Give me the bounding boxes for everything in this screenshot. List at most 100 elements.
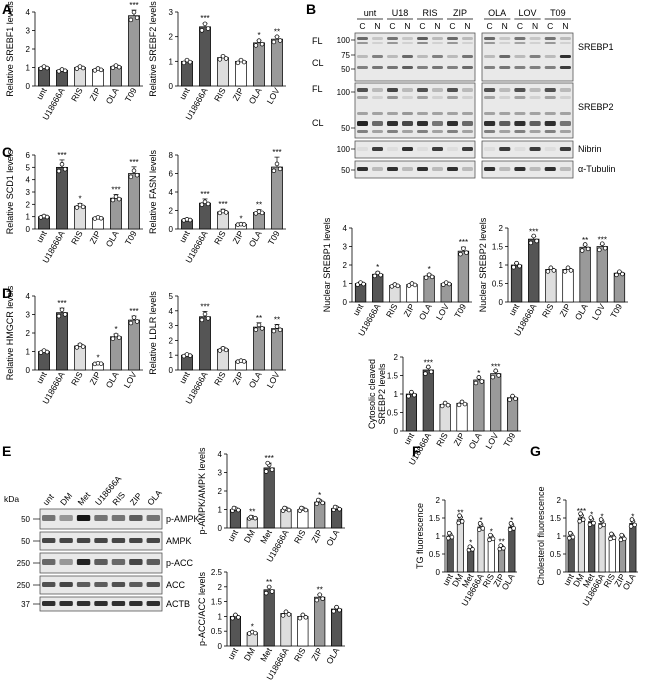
blot-band [514, 130, 526, 133]
blot-band [499, 147, 511, 151]
x-tick-label: DM [242, 646, 257, 662]
y-axis-label: Relative SCD1 levels [5, 149, 15, 234]
data-point [230, 615, 235, 621]
bar [263, 467, 275, 529]
blot-band [514, 42, 526, 44]
bar [110, 197, 122, 230]
data-point [241, 59, 247, 65]
x-tick-label: T09 [123, 86, 139, 104]
panel-letter-b: B [306, 1, 316, 17]
data-point [280, 613, 286, 618]
significance-label: *** [200, 302, 209, 311]
bar [405, 393, 418, 432]
data-point [461, 246, 466, 251]
data-point [545, 269, 551, 274]
significance-label: ** [256, 314, 262, 323]
x-tick-label: unt [177, 85, 192, 101]
data-point [378, 272, 383, 278]
data-point [116, 64, 122, 70]
blot-band [432, 37, 443, 40]
blot-band [387, 121, 398, 126]
bar [314, 596, 326, 647]
blot-band [529, 147, 541, 151]
blot-band [402, 55, 413, 58]
y-tick-label: 0 [218, 642, 223, 651]
y-tick-label: 4 [26, 292, 31, 301]
data-point [598, 517, 604, 522]
data-point [220, 53, 226, 59]
blot-band [462, 42, 473, 44]
blot-band [387, 147, 398, 151]
data-point [241, 359, 247, 364]
x-tick-label: OLA [417, 302, 434, 322]
y-tick-label: 0 [169, 366, 174, 375]
data-point [611, 535, 617, 541]
x-tick-label: unt [177, 369, 192, 385]
data-point [320, 500, 325, 506]
y-tick-label: 3 [26, 27, 31, 36]
data-point [269, 467, 275, 472]
data-point [534, 238, 539, 244]
x-tick-label: T09 [608, 302, 624, 320]
blot-band [387, 167, 398, 171]
blot-mw-label: 250 [17, 559, 31, 568]
blot-band [432, 167, 443, 171]
blot-band [529, 66, 541, 69]
blot-lane-label: N [532, 21, 538, 31]
x-tick-label: ZIP [451, 431, 466, 448]
significance-label: ** [317, 586, 323, 595]
data-point [217, 57, 223, 62]
blot-band [372, 88, 383, 92]
y-tick-label: 4 [218, 450, 223, 459]
blot-band [357, 37, 368, 40]
data-point [409, 389, 414, 395]
blot-lane-label: Met [75, 490, 92, 508]
y-tick-label: 1 [26, 213, 31, 222]
significance-label: * [239, 214, 242, 223]
x-tick-label: ZIP [309, 646, 324, 663]
blot-band [94, 601, 108, 606]
bar [619, 537, 627, 573]
significance-label: * [78, 194, 81, 203]
blot-mw-label: 250 [17, 581, 31, 590]
blot-band [76, 582, 91, 587]
blot-band [372, 42, 383, 44]
blot-band [559, 130, 571, 133]
blot-band [146, 515, 160, 521]
data-point [447, 530, 452, 536]
data-point [565, 265, 571, 271]
y-tick-label: 0 [26, 366, 31, 375]
blot-band [484, 55, 496, 58]
significance-label: *** [57, 151, 66, 160]
y-tick-label: 0 [26, 225, 31, 234]
data-point [334, 604, 339, 610]
blot-band [559, 42, 571, 44]
significance-label: * [510, 516, 513, 525]
data-point [128, 17, 134, 23]
data-point [479, 379, 485, 384]
data-point [603, 245, 608, 251]
significance-label: ** [274, 27, 280, 36]
y-tick-label: 0 [436, 568, 441, 577]
blot-band [447, 66, 458, 69]
data-point [514, 260, 519, 266]
blot-lane-label: C [487, 21, 493, 31]
blot-band [417, 96, 428, 99]
y-axis-label: Relative LDLR levels [148, 291, 158, 375]
data-point [110, 65, 116, 70]
blot-fl-label: FL [312, 84, 323, 94]
significance-label: *** [577, 507, 586, 516]
blot-band [529, 96, 541, 99]
blot-band [417, 130, 428, 133]
y-tick-label: 2 [436, 496, 441, 505]
y-tick-label: 2.5 [211, 568, 223, 577]
blot-band [544, 96, 556, 99]
bar [253, 42, 265, 87]
y-tick-label: 1.5 [429, 514, 441, 523]
y-tick-label: 0 [394, 427, 399, 436]
blot-band [499, 66, 511, 69]
